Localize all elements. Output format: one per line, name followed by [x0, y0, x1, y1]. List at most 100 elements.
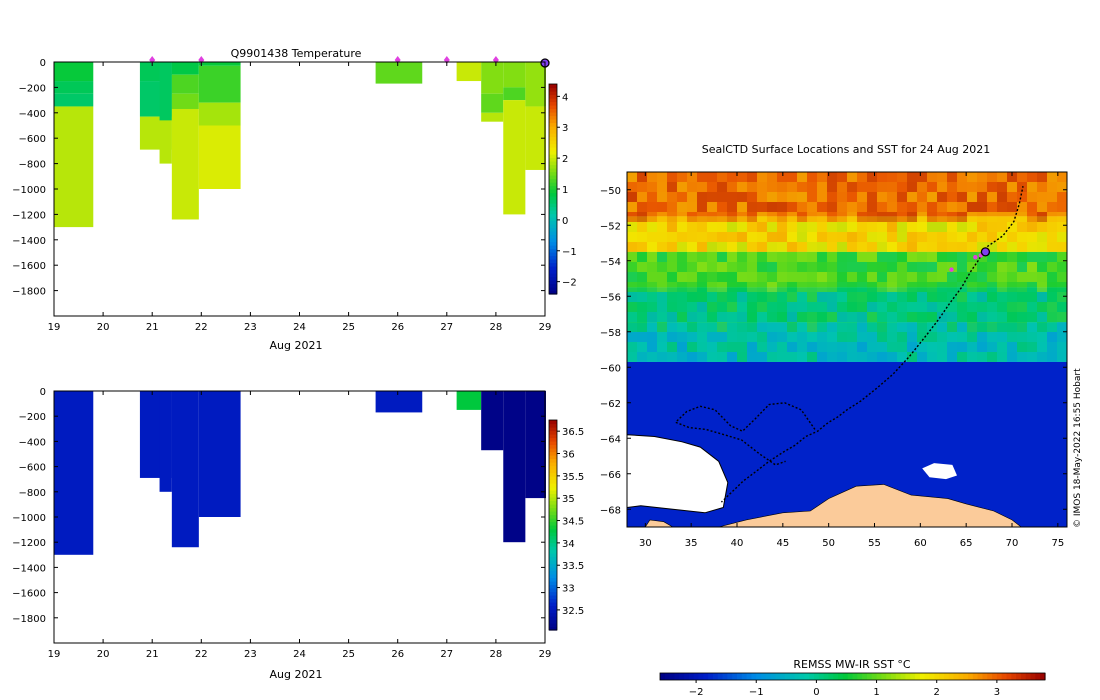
colorbar-segment: [549, 605, 557, 610]
sst-cell: [1057, 262, 1067, 272]
sst-cell: [757, 252, 767, 262]
sst-cell: [927, 292, 937, 302]
sst-cell: [827, 192, 837, 202]
colorbar-segment: [549, 479, 557, 484]
sst-cell: [1027, 192, 1037, 202]
sst-cell: [647, 352, 657, 362]
colorbar-segment: [838, 673, 844, 680]
sst-cell: [867, 252, 877, 262]
sst-cell: [987, 272, 997, 282]
sst-cell: [677, 302, 687, 312]
sst-cell: [1007, 262, 1017, 272]
sst-cell: [787, 322, 797, 332]
sst-cell: [907, 202, 917, 212]
sst-cell: [727, 342, 737, 352]
sst-cell: [937, 302, 947, 312]
sst-cell: [987, 352, 997, 362]
y-tick-label: −1200: [12, 538, 46, 549]
sst-cell: [797, 202, 807, 212]
sst-cell: [867, 192, 877, 202]
colorbar-segment: [549, 94, 557, 99]
sst-cell: [847, 262, 857, 272]
sst-cell: [1017, 272, 1027, 282]
sst-cell: [887, 332, 897, 342]
sst-cell: [807, 332, 817, 342]
sst-cell: [877, 292, 887, 302]
sst-cell: [777, 252, 787, 262]
sst-cell: [997, 302, 1007, 312]
sst-cell: [877, 302, 887, 312]
sst-cell: [977, 272, 987, 282]
sst-cell: [907, 252, 917, 262]
sst-cell: [987, 292, 997, 302]
sst-cell: [887, 342, 897, 352]
colorbar-segment: [549, 626, 557, 631]
sst-cell: [747, 322, 757, 332]
sst-cell: [1047, 222, 1057, 232]
sst-cell: [937, 212, 947, 222]
sst-cell: [727, 352, 737, 362]
sst-cell: [827, 242, 837, 252]
sst-cell: [947, 202, 957, 212]
sst-cell: [637, 292, 647, 302]
sst-cell: [667, 202, 677, 212]
sst-cell: [857, 282, 867, 292]
sst-cell: [867, 272, 877, 282]
sst-cell: [927, 302, 937, 312]
colorbar-segment: [891, 673, 897, 680]
colorbar-segment: [549, 469, 557, 474]
sst-cell: [837, 222, 847, 232]
sst-cell: [1017, 342, 1027, 352]
sst-cell: [1037, 352, 1047, 362]
colorbar-segment: [549, 612, 557, 617]
sst-cell: [937, 332, 947, 342]
x-tick-label: 19: [48, 649, 61, 660]
sst-cell: [767, 212, 777, 222]
colorbar-segment: [549, 574, 557, 579]
sst-cell: [947, 182, 957, 192]
y-tick-label: −54: [600, 257, 621, 268]
x-tick-label: 23: [244, 322, 257, 333]
profile-cell: [481, 62, 504, 94]
sst-cell: [1027, 242, 1037, 252]
colorbar-tick-label: 0: [562, 216, 568, 227]
sst-cell: [987, 332, 997, 342]
colorbar-segment: [549, 164, 557, 169]
colorbar-segment: [549, 483, 557, 488]
x-tick-label: 20: [97, 322, 110, 333]
sst-cell: [1037, 292, 1047, 302]
sst-cell: [827, 322, 837, 332]
sst-cell: [767, 272, 777, 282]
sst-cell: [887, 272, 897, 282]
sst-cell: [997, 332, 1007, 342]
sst-cell: [757, 332, 767, 342]
sst-cell: [857, 212, 867, 222]
x-tick-label: 25: [342, 649, 355, 660]
colorbar-segment: [717, 673, 724, 680]
sst-cell: [777, 242, 787, 252]
sst-cell: [1047, 312, 1057, 322]
sst-cell: [1057, 272, 1067, 282]
sst-cell: [807, 232, 817, 242]
colorbar-segment: [1006, 673, 1012, 680]
sst-cell: [827, 352, 837, 362]
sst-cell: [977, 322, 987, 332]
sst-cell: [767, 182, 777, 192]
sst-cell: [907, 312, 917, 322]
sst-cell: [867, 352, 877, 362]
sst-cell: [917, 222, 927, 232]
sst-cell: [697, 172, 707, 182]
sst-cell: [677, 292, 687, 302]
sst-cell: [997, 192, 1007, 202]
sst-cell: [927, 242, 937, 252]
sst-cell: [627, 232, 637, 242]
sst-cell: [897, 282, 907, 292]
profile-cell: [481, 391, 504, 451]
sst-cell: [697, 212, 707, 222]
sst-cell: [1057, 232, 1067, 242]
colorbar-segment: [549, 521, 557, 526]
colorbar-segment: [934, 673, 940, 680]
sst-cell: [767, 322, 777, 332]
sst-cell: [827, 292, 837, 302]
colorbar-segment: [693, 673, 700, 680]
